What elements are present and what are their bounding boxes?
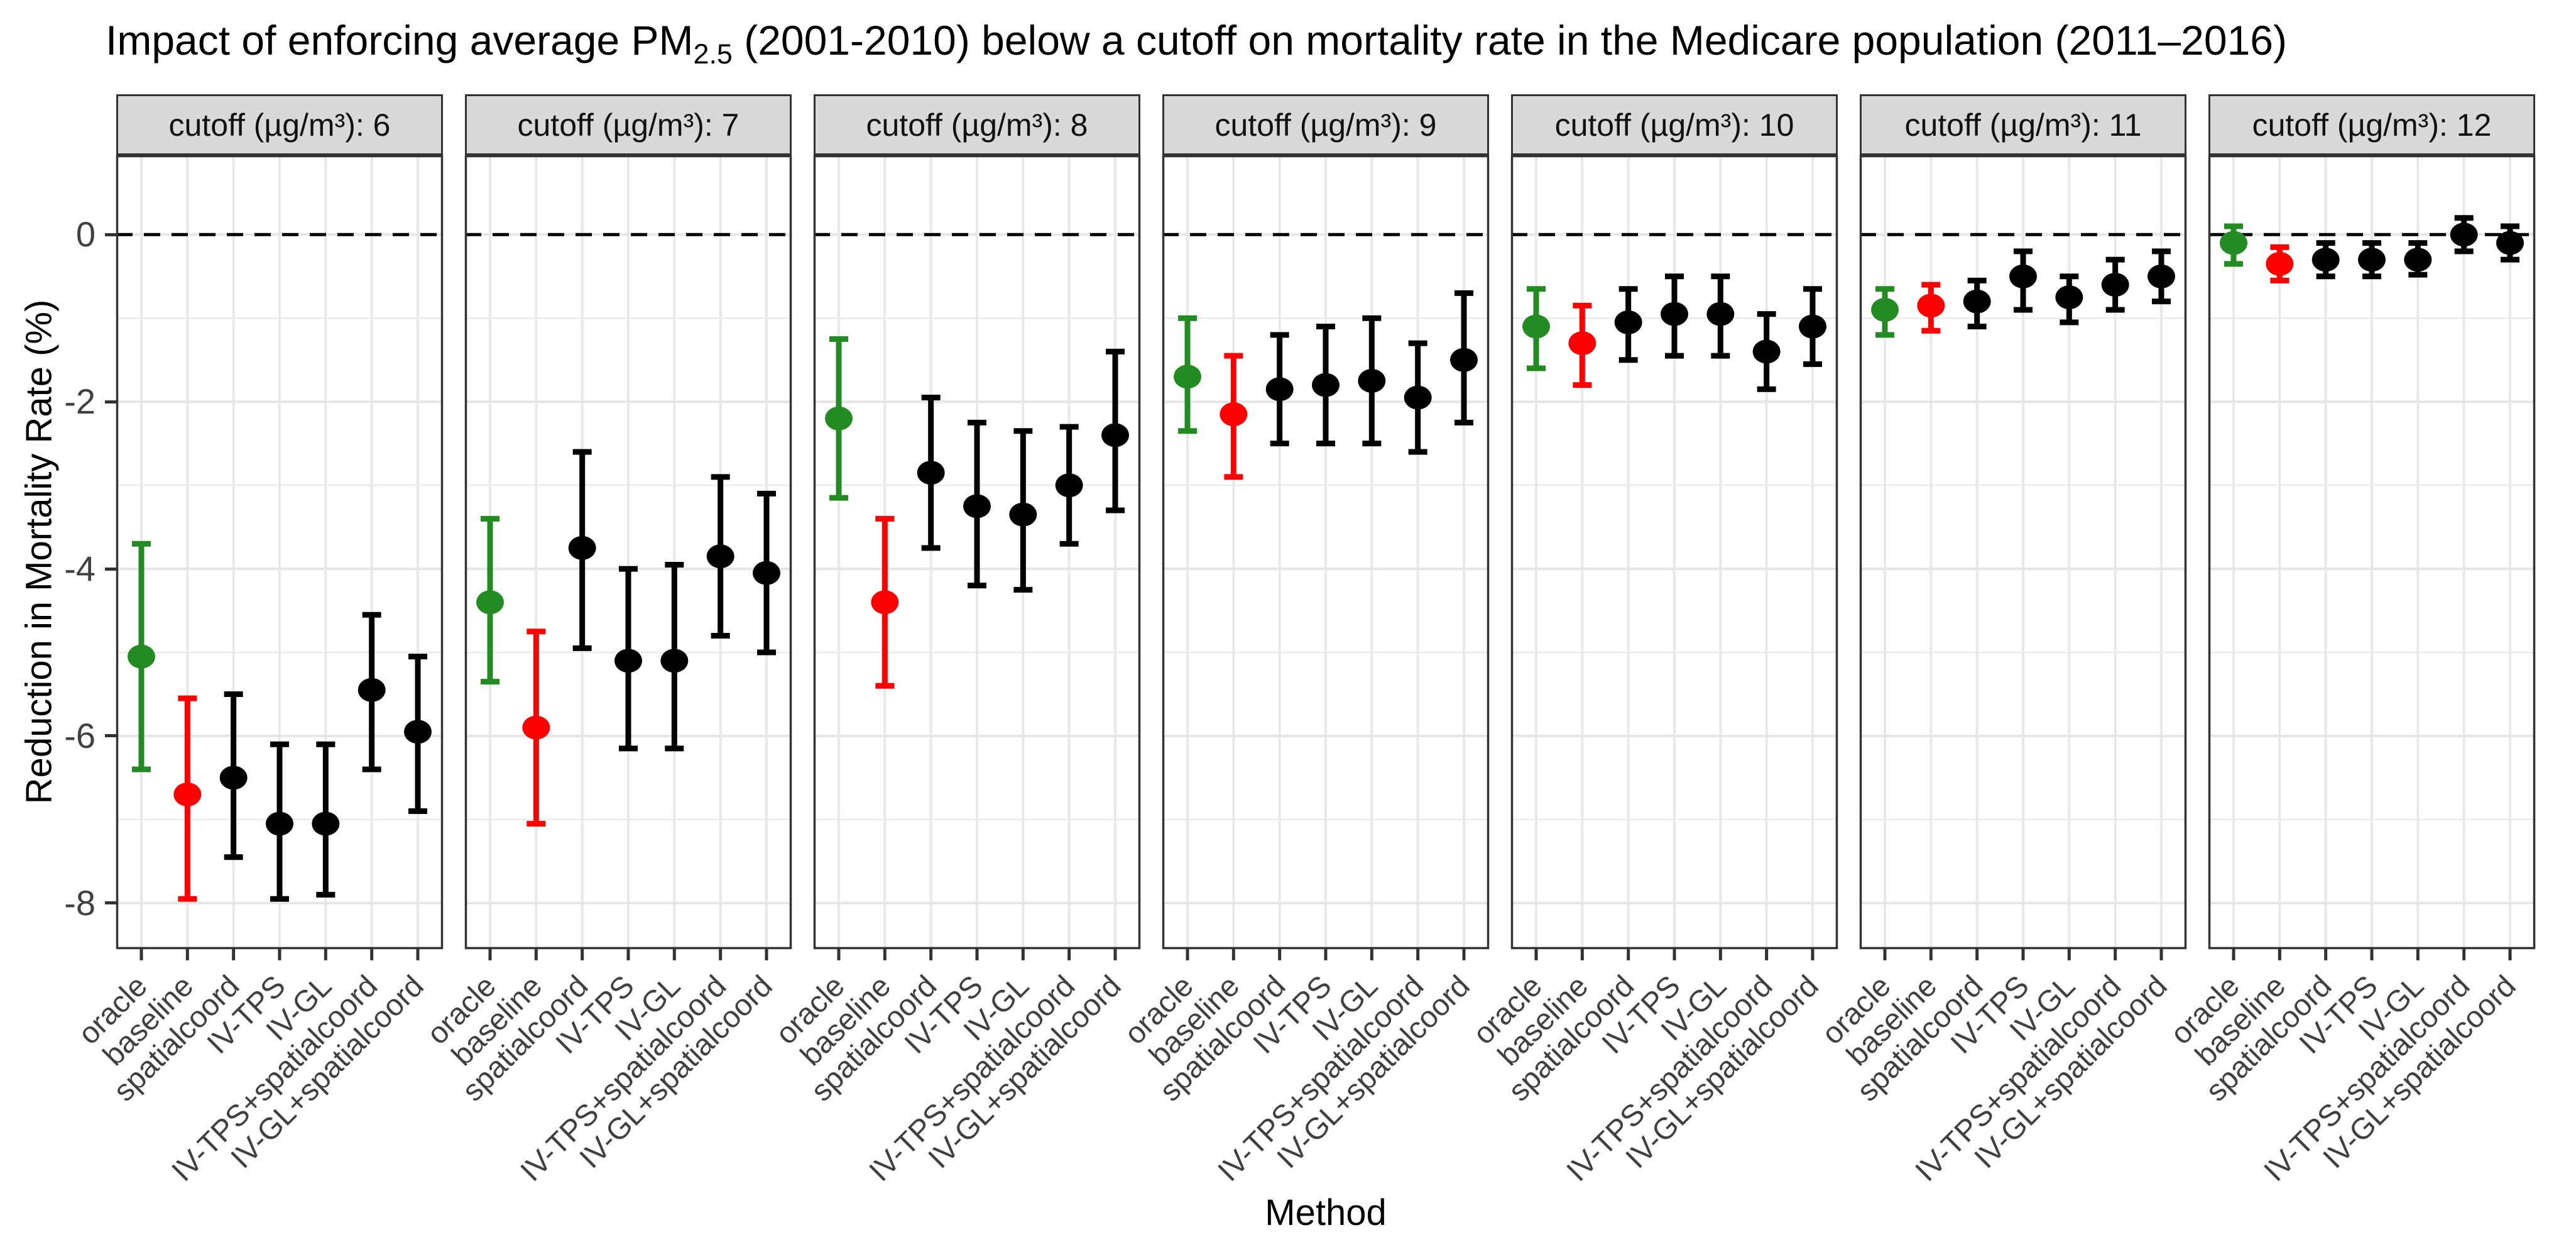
point-estimate (1009, 502, 1037, 527)
y-tick-mark (105, 567, 116, 571)
point-estimate (266, 811, 293, 836)
point-estimate (1101, 423, 1129, 447)
facet-strip-label: cutoff (µg/m³): 8 (866, 107, 1088, 143)
figure-title-prefix: Impact of enforcing average PM (106, 17, 694, 63)
facet-plot: oraclebaselinespatialcoordIV-TPSIV-GLIV-… (770, 155, 1141, 1188)
point-estimate (568, 535, 596, 560)
point-estimate (753, 561, 780, 585)
facet-plot: oraclebaselinespatialcoordIV-TPSIV-GLIV-… (421, 155, 792, 1188)
point-estimate (357, 678, 386, 702)
facet-strip-label: cutoff (µg/m³): 9 (1214, 107, 1437, 143)
point-estimate (1265, 377, 1294, 402)
point-estimate (1752, 339, 1781, 364)
point-estimate (1055, 473, 1083, 498)
point-estimate (1706, 302, 1735, 326)
facet-strip: cutoff (µg/m³): 7 (465, 94, 792, 155)
facet-strip-label: cutoff (µg/m³): 12 (2252, 107, 2492, 143)
y-tick-mark (105, 233, 116, 236)
point-estimate (614, 649, 642, 673)
facet-panel: cutoff (µg/m³): 12 oracle baseline spatialc… (2164, 94, 2536, 1226)
facet-strip: cutoff (µg/m³): 12 (2208, 94, 2535, 155)
panel-border (2208, 155, 2536, 950)
facet-panel: cutoff (µg/m³): 6 oracle baseline spatialco… (72, 94, 444, 1226)
facet-plot: oraclebaselinespatialcoordIV-TPSIV-GLIV-… (2164, 155, 2536, 1188)
y-tick-mark (105, 400, 116, 403)
point-estimate (1404, 385, 1432, 410)
point-estimate (917, 461, 945, 485)
facet-strip: cutoff (µg/m³): 11 (1860, 94, 2186, 155)
facet-panel: cutoff (µg/m³): 10 oracle baseline spatialc… (1467, 94, 1838, 1226)
figure-title-subscript: 2.5 (693, 38, 733, 70)
point-estimate (2148, 264, 2175, 288)
point-estimate (2101, 273, 2129, 297)
point-estimate (1568, 331, 1596, 356)
facet-panel: cutoff (µg/m³): 7 oracle baseline spatialco… (421, 94, 792, 1226)
point-estimate (1963, 289, 1991, 314)
point-estimate (2358, 248, 2386, 272)
figure-title-suffix: (2001-2010) below a cutoff on mortality … (732, 17, 2287, 63)
point-estimate (2220, 231, 2247, 255)
point-estimate (404, 720, 432, 744)
point-estimate (1871, 297, 1899, 322)
point-estimate (871, 590, 899, 615)
point-estimate (1358, 368, 1386, 393)
point-estimate (706, 544, 734, 569)
y-tick-label: -8 (64, 882, 96, 923)
point-estimate (660, 649, 689, 673)
point-estimate (1312, 373, 1340, 397)
facet-strip: cutoff (µg/m³): 6 (116, 94, 443, 155)
panel-border (464, 155, 792, 950)
point-estimate (825, 406, 853, 431)
point-estimate (1614, 310, 1642, 334)
point-estimate (2266, 251, 2294, 276)
facet-strip: cutoff (µg/m³): 10 (1511, 94, 1838, 155)
point-estimate (219, 766, 248, 790)
point-estimate (2450, 222, 2478, 247)
point-estimate (312, 811, 340, 836)
point-estimate (476, 590, 504, 615)
panel-border (1859, 155, 2187, 950)
facet-strip-label: cutoff (µg/m³): 10 (1554, 107, 1794, 143)
point-estimate (2496, 231, 2524, 255)
point-estimate (1917, 294, 1945, 318)
facet-strip-label: cutoff (µg/m³): 6 (168, 107, 391, 143)
facet-plot: oraclebaselinespatialcoordIV-TPSIV-GLIV-… (72, 155, 444, 1188)
point-estimate (1799, 314, 1826, 339)
panel-border (813, 155, 1141, 950)
point-estimate (2404, 248, 2432, 272)
point-estimate (522, 715, 550, 740)
y-tick-label: -6 (64, 715, 96, 755)
point-estimate (963, 494, 991, 519)
point-estimate (1450, 348, 1478, 372)
y-tick-label: -4 (64, 549, 96, 589)
facet-panel: cutoff (µg/m³): 8 oracle baseline spatialco… (770, 94, 1141, 1226)
point-estimate (1522, 314, 1550, 339)
facet-panel: cutoff (µg/m³): 11 oracle baseline spatialc… (1816, 94, 2187, 1226)
y-tick-mark (105, 734, 116, 738)
point-estimate (2009, 264, 2037, 288)
facet-strip-label: cutoff (µg/m³): 11 (1904, 107, 2142, 143)
facet-plot: oraclebaselinespatialcoordIV-TPSIV-GLIV-… (1467, 155, 1838, 1188)
facet-plot: oraclebaselinespatialcoordIV-TPSIV-GLIV-… (1816, 155, 2187, 1188)
y-tick-mark (105, 901, 116, 905)
point-estimate (1661, 302, 1688, 326)
facet-strip: cutoff (µg/m³): 9 (1162, 94, 1489, 155)
point-estimate (1174, 365, 1201, 389)
point-estimate (1220, 402, 1248, 427)
panel-border (1510, 155, 1838, 950)
point-estimate (2311, 248, 2340, 272)
panel-border (1162, 155, 1490, 950)
point-estimate (2055, 285, 2083, 310)
x-axis-title: Method (1265, 1192, 1387, 1233)
figure-title: Impact of enforcing average PM2.5 (2001-… (106, 16, 2287, 70)
y-tick-label: -2 (64, 381, 96, 422)
facet-strip: cutoff (µg/m³): 8 (814, 94, 1140, 155)
facet-strip-label: cutoff (µg/m³): 7 (517, 107, 740, 143)
panel-border (116, 155, 444, 950)
point-estimate (173, 782, 202, 807)
facet-panel: cutoff (µg/m³): 9 oracle baseline spatialco… (1118, 94, 1490, 1226)
point-estimate (128, 644, 155, 669)
y-tick-label: 0 (75, 214, 96, 255)
facet-plot: oraclebaselinespatialcoordIV-TPSIV-GLIV-… (1118, 155, 1490, 1188)
